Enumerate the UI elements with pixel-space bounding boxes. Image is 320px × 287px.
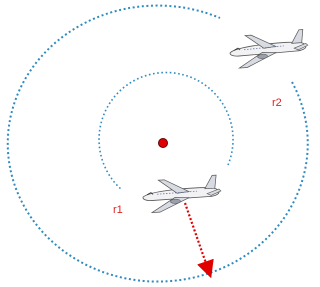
diagram: r1 r2 [0, 0, 310, 287]
plane-inner [142, 175, 222, 213]
page: r1 r2 (() => { const data = JSON.parse(d… [0, 0, 320, 287]
outer-label: r2 [272, 97, 282, 109]
inner-arc [99, 73, 233, 190]
inner-label: r1 [113, 204, 123, 216]
plane-outer [229, 29, 309, 68]
radius-arrow [185, 203, 209, 272]
center-point [159, 139, 168, 148]
